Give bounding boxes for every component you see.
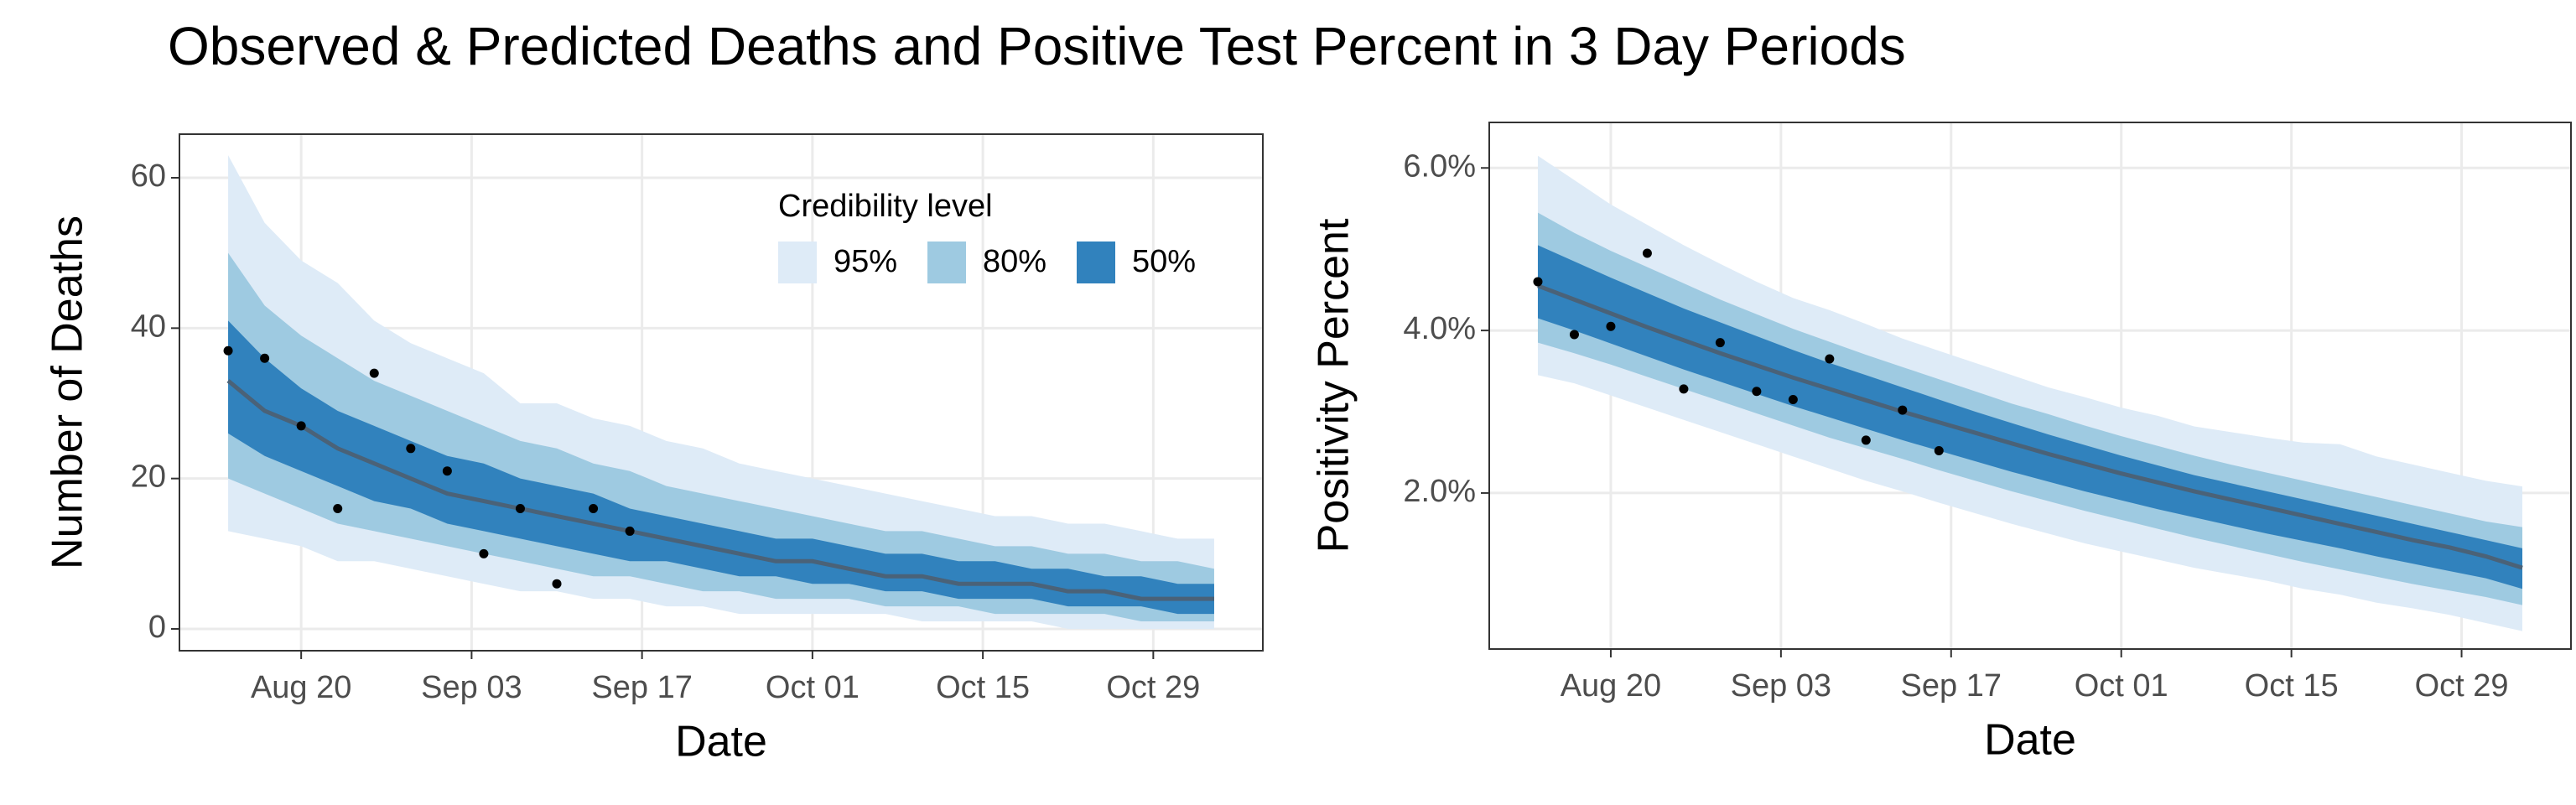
observed-point [260,353,270,363]
observed-point [515,504,525,514]
x-tick-label: Sep 17 [591,670,692,705]
credible-band [1537,245,2523,589]
observed-point [1861,435,1871,445]
x-tick-label: Oct 15 [2245,668,2339,704]
chart-title: Observed & Predicted Deaths and Positive… [168,16,1906,76]
observed-point [1752,387,1762,397]
legend-label: 50% [1132,244,1196,279]
observed-point [406,444,416,454]
y-axis-title: Positivity Percent [1310,218,1358,553]
observed-point [1715,338,1725,348]
x-tick-label: Sep 17 [1901,668,2002,704]
y-tick-label: 40 [131,309,166,344]
observed-point [1788,394,1798,404]
median-line [1537,283,2523,570]
panel-border [1488,122,2572,650]
y-axis-title: Number of Deaths [44,216,92,569]
observed-point [223,345,233,356]
observed-point [1679,384,1689,394]
x-axis-title: Date [675,718,767,766]
legend-swatch [778,242,817,283]
x-tick-label: Oct 29 [2415,668,2509,704]
x-tick-label: Oct 01 [2075,668,2168,704]
observed-point [1533,277,1543,287]
observed-point [479,548,489,558]
observed-point [625,526,635,536]
x-tick-label: Sep 03 [421,670,522,705]
x-tick-label: Sep 03 [1731,668,1831,704]
x-tick-label: Aug 20 [1561,668,1661,704]
x-tick-label: Aug 20 [251,670,351,705]
observed-point [296,421,306,431]
y-tick-label: 60 [131,158,166,194]
observed-point [1898,405,1908,415]
y-tick-label: 4.0% [1403,311,1476,346]
median-line [226,379,1214,601]
observed-point [442,466,452,476]
legend-swatch [1077,242,1115,283]
x-axis-title: Date [1984,716,2076,765]
observed-point [333,504,343,514]
observed-point [1934,446,1944,456]
x-tick-label: Oct 01 [766,670,860,705]
x-tick-label: Oct 29 [1106,670,1200,705]
y-tick-label: 2.0% [1403,474,1476,509]
observed-point [589,504,599,514]
x-tick-label: Oct 15 [936,670,1030,705]
legend-label: 80% [983,244,1046,279]
observed-point [1606,321,1616,331]
observed-point [1642,248,1652,258]
y-tick-label: 20 [131,460,166,495]
legend-label: 95% [834,244,897,279]
legend-swatch [927,242,966,283]
observed-point [552,579,562,589]
credible-band [228,320,1214,615]
panel-border [179,133,1264,652]
observed-point [1569,330,1579,340]
legend-title: Credibility level [778,189,993,224]
observed-point [369,368,379,378]
y-tick-label: 0 [148,610,166,645]
y-tick-label: 6.0% [1403,148,1476,184]
observed-point [1825,354,1835,364]
